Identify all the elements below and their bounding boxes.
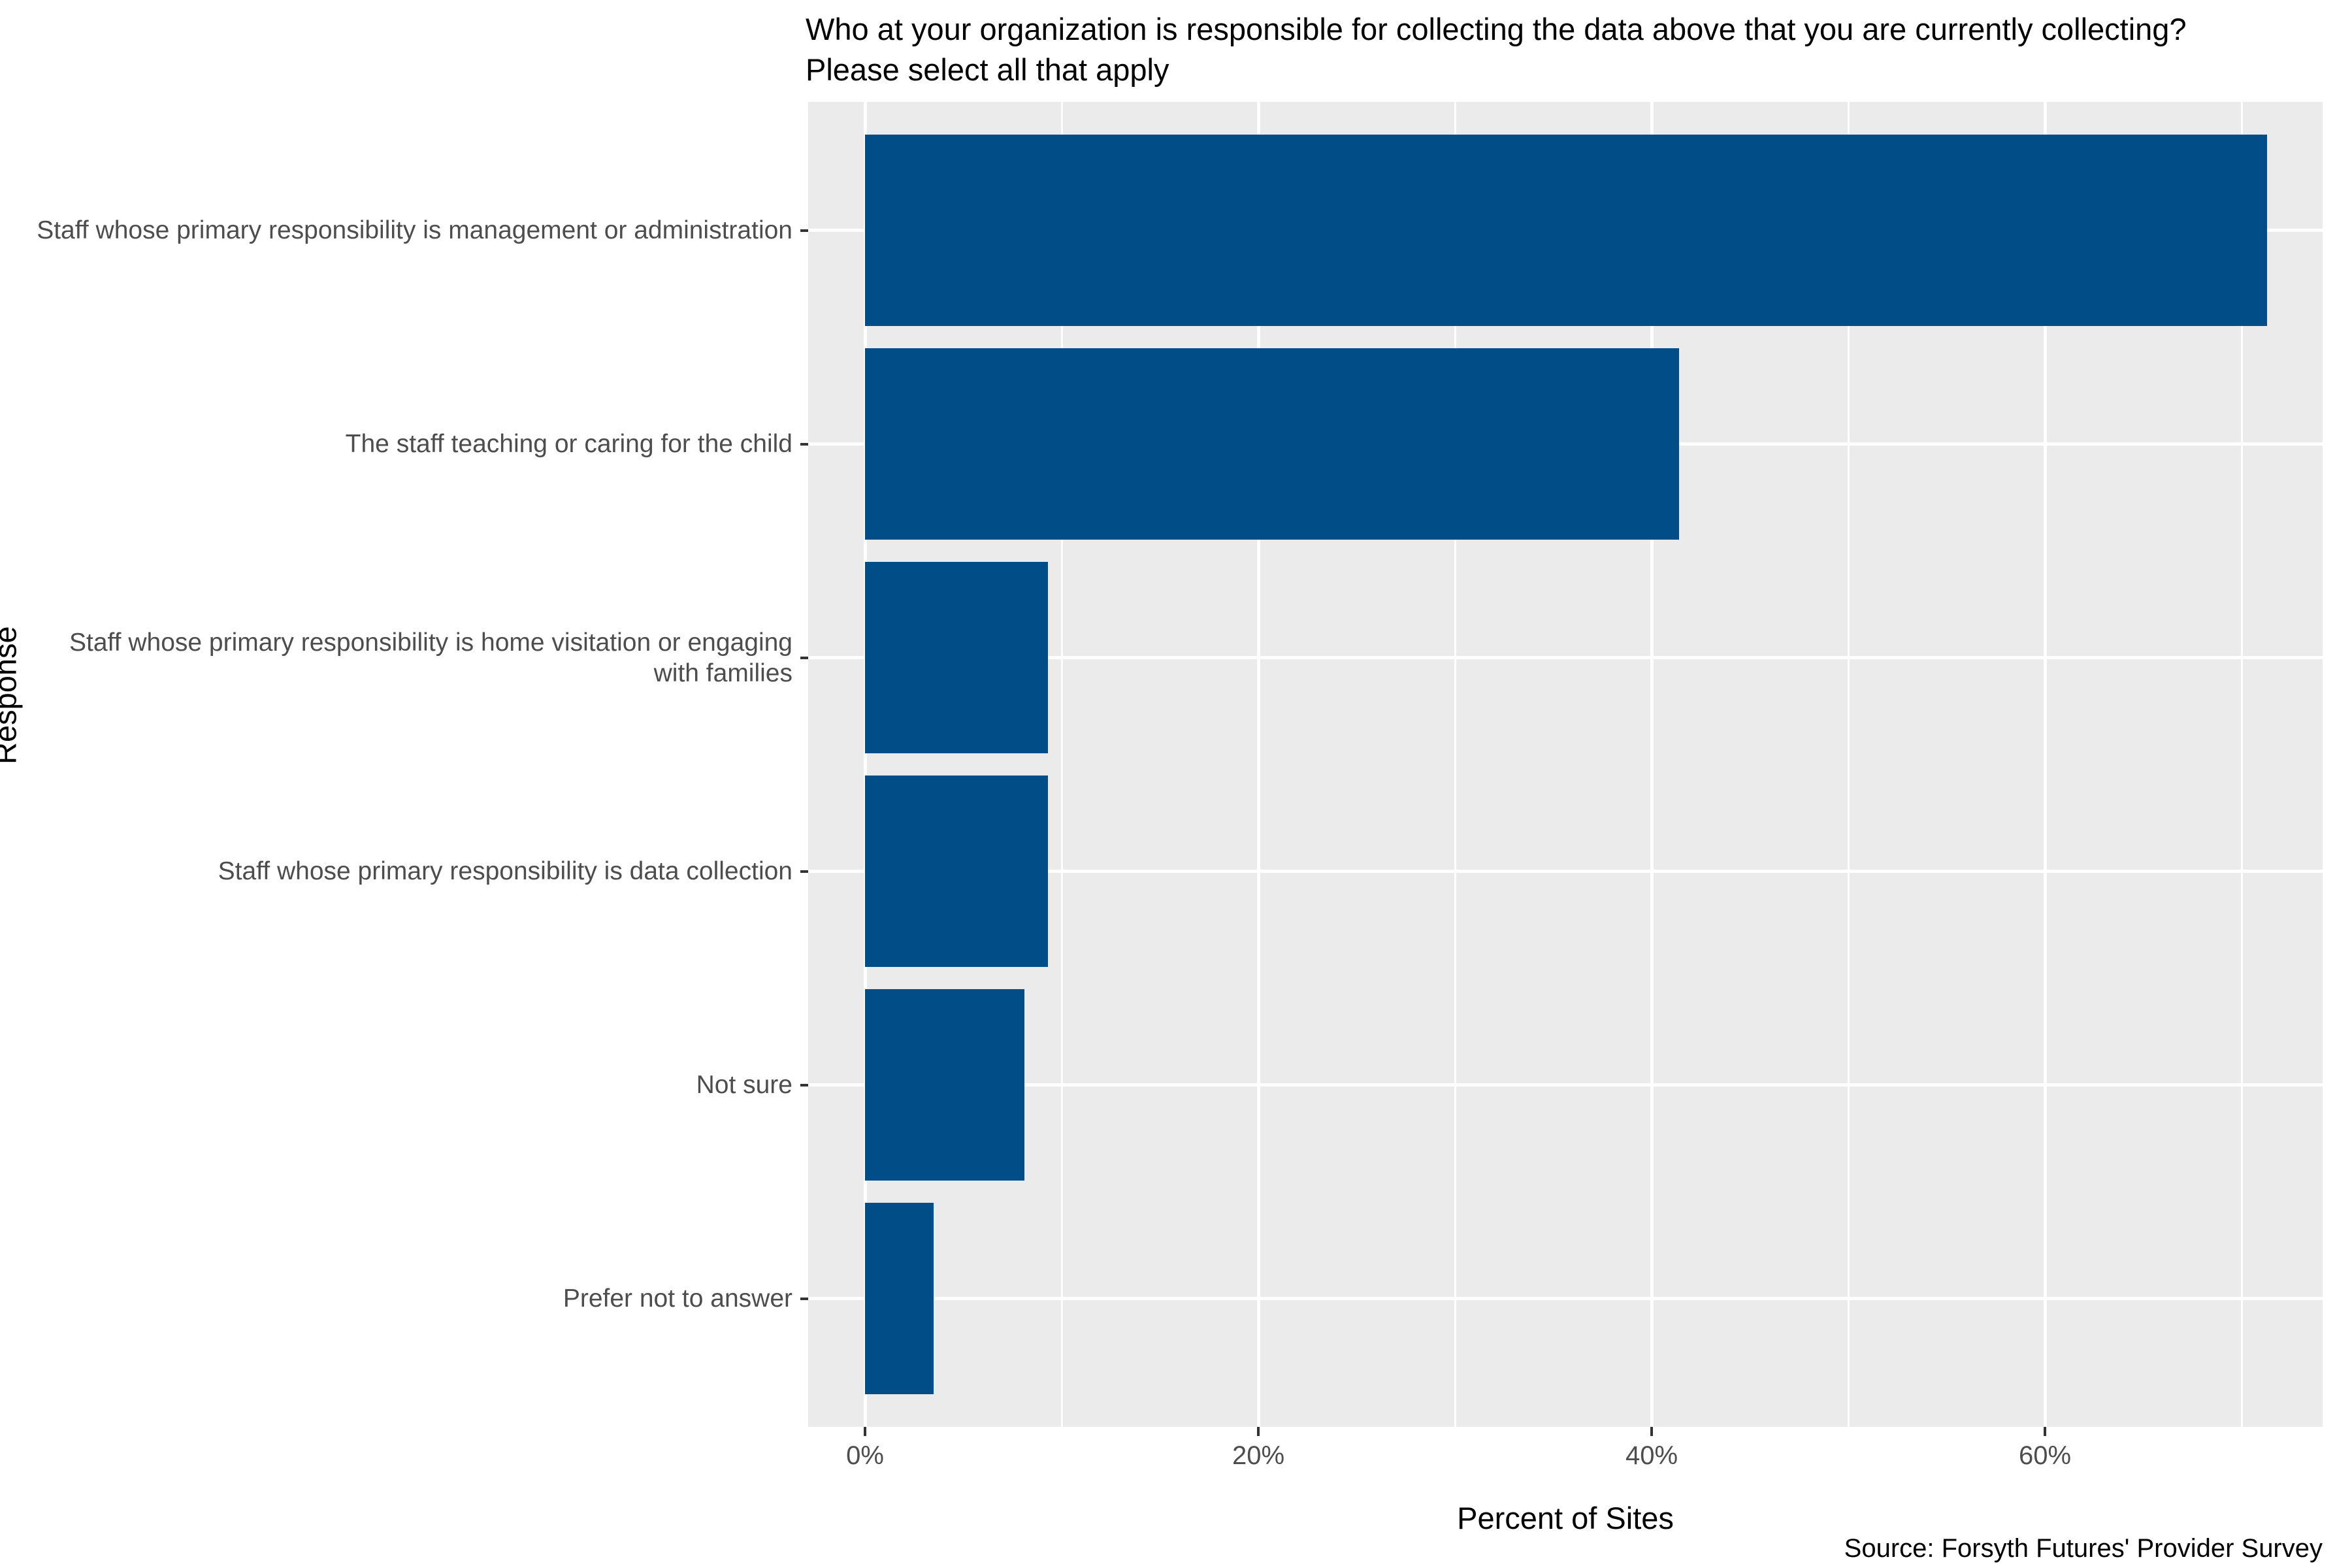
y-axis-tick xyxy=(800,1297,808,1300)
bar-4 xyxy=(865,776,1048,967)
bar-6 xyxy=(865,1203,934,1394)
major-gridline xyxy=(2043,102,2047,1427)
minor-gridline xyxy=(1847,102,1850,1427)
y-axis-tick xyxy=(800,229,808,232)
x-axis-tick-label: 0% xyxy=(846,1441,884,1470)
chart-title: Who at your organization is responsible … xyxy=(806,12,2187,87)
y-axis-tick xyxy=(800,870,808,873)
category-label: The staff teaching or caring for the chi… xyxy=(345,430,792,458)
bar-1 xyxy=(865,135,2268,326)
category-gridline xyxy=(808,1083,2323,1086)
category-gridline xyxy=(808,656,2323,659)
major-gridline xyxy=(1650,102,1654,1427)
category-label: Staff whose primary responsibility is da… xyxy=(218,857,792,885)
x-axis-tick-label: 40% xyxy=(1625,1441,1678,1470)
major-gridline xyxy=(863,102,867,1427)
major-gridline xyxy=(1256,102,1260,1427)
x-axis-title: Percent of Sites xyxy=(1457,1501,1674,1535)
minor-gridline xyxy=(1060,102,1063,1427)
x-axis-tick-label: 20% xyxy=(1232,1441,1285,1470)
category-label: Not sure xyxy=(696,1071,792,1099)
bar-5 xyxy=(865,989,1024,1181)
y-axis-tick xyxy=(800,656,808,659)
category-label: Staff whose primary responsibility is ho… xyxy=(69,628,792,687)
y-axis-tick xyxy=(800,1083,808,1086)
minor-gridline xyxy=(1454,102,1456,1427)
bar-3 xyxy=(865,562,1048,753)
x-axis-tick xyxy=(1650,1427,1653,1436)
category-gridline xyxy=(808,1297,2323,1300)
plot-panel xyxy=(808,102,2323,1427)
source-caption: Source: Forsyth Futures' Provider Survey xyxy=(1844,1534,2323,1563)
minor-gridline xyxy=(2240,102,2243,1427)
x-axis-tick-label: 60% xyxy=(2018,1441,2072,1470)
y-axis-title: Response xyxy=(0,626,23,764)
y-axis-tick xyxy=(800,442,808,446)
category-gridline xyxy=(808,870,2323,873)
category-label: Prefer not to answer xyxy=(563,1284,792,1313)
x-axis-tick xyxy=(864,1427,866,1436)
x-axis-tick xyxy=(2044,1427,2046,1436)
bar-2 xyxy=(865,348,1680,540)
category-label: Staff whose primary responsibility is ma… xyxy=(37,216,792,244)
x-axis-tick xyxy=(1257,1427,1260,1436)
